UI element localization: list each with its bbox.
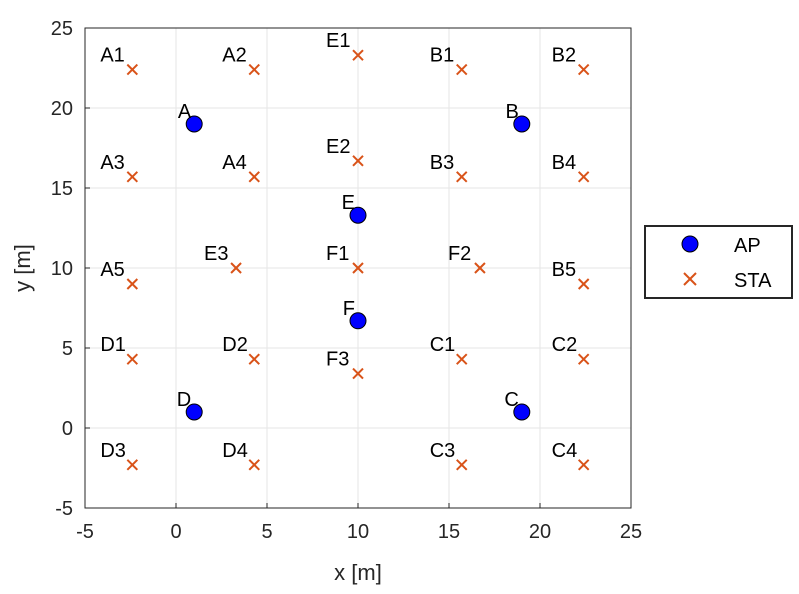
- y-tick-label: 10: [51, 258, 73, 280]
- sta-point-label: E1: [326, 30, 350, 52]
- legend-ap-marker: [681, 235, 699, 253]
- sta-point: [352, 262, 364, 274]
- sta-point: [577, 171, 590, 183]
- x-axis-label: x [m]: [334, 560, 382, 585]
- sta-point-label: F1: [326, 243, 349, 265]
- legend-box: [644, 225, 793, 299]
- sta-point: [474, 262, 486, 274]
- sta-point: [126, 278, 139, 290]
- sta-point: [456, 459, 468, 471]
- sta-point-label: D1: [100, 334, 126, 356]
- ap-point: [349, 206, 367, 224]
- sta-point: [577, 459, 590, 471]
- sta-point-label: C3: [430, 440, 456, 462]
- ap-point-label: B: [505, 101, 518, 123]
- sta-point: [126, 353, 139, 365]
- ap-point-label: D: [177, 389, 191, 411]
- ap-point: [349, 312, 367, 330]
- x-tick-label: 25: [620, 521, 642, 543]
- data-marks: A B E F D C A1 A2 E1 B1 B2 A3 A4 E2 B3 B4 A5 E3 F1 F2 B5 D1 D2…: [100, 30, 590, 471]
- sta-point-label: A3: [100, 152, 124, 174]
- sta-point-label: A5: [100, 259, 124, 281]
- ap-point-label: C: [504, 389, 518, 411]
- sta-point-label: C1: [430, 334, 456, 356]
- ap-point: [513, 115, 531, 133]
- legend-ap-label: AP: [734, 235, 761, 257]
- x-tick-label: -5: [76, 521, 94, 543]
- y-tick-label: 15: [51, 178, 73, 200]
- sta-point: [248, 353, 260, 365]
- sta-point-label: A1: [100, 45, 124, 67]
- ap-point-label: F: [343, 298, 355, 320]
- sta-point-label: F3: [326, 349, 349, 371]
- sta-point-label: B5: [552, 259, 576, 281]
- y-axis-ticks: -5 0 5 10 15 20 25: [51, 18, 90, 520]
- sta-point: [456, 353, 468, 365]
- sta-point: [230, 262, 242, 274]
- sta-point-label: C4: [552, 440, 578, 462]
- sta-point: [126, 63, 139, 76]
- sta-point: [352, 155, 364, 167]
- sta-point: [456, 171, 468, 183]
- sta-point-label: D2: [222, 334, 248, 356]
- sta-point: [248, 171, 260, 183]
- sta-point-label: E3: [204, 243, 228, 265]
- sta-point: [577, 278, 590, 290]
- y-tick-label: 5: [62, 338, 73, 360]
- y-tick-label: 0: [62, 418, 73, 440]
- sta-point: [352, 49, 364, 61]
- sta-point-label: A2: [222, 45, 246, 67]
- x-tick-label: 10: [347, 521, 369, 543]
- sta-point: [248, 459, 260, 471]
- ap-point-label: E: [342, 192, 355, 214]
- sta-point-label: C2: [552, 334, 578, 356]
- sta-point: [248, 63, 260, 76]
- sta-point-label: B3: [430, 152, 454, 174]
- ap-point: [185, 403, 203, 421]
- y-tick-label: -5: [55, 498, 73, 520]
- sta-point-label: D3: [100, 440, 126, 462]
- sta-point-label: B4: [552, 152, 576, 174]
- ap-point: [513, 403, 531, 421]
- sta-point: [126, 171, 139, 183]
- legend-sta-marker: [683, 272, 697, 286]
- legend-sta-label: STA: [734, 270, 772, 292]
- sta-point-label: D4: [222, 440, 248, 462]
- sta-point: [126, 459, 139, 471]
- y-tick-label: 25: [51, 18, 73, 40]
- ap-point: [185, 115, 203, 133]
- sta-point-label: B2: [552, 45, 576, 67]
- x-tick-label: 15: [438, 521, 460, 543]
- y-axis-label: y [m]: [10, 244, 35, 292]
- sta-point: [577, 353, 590, 365]
- sta-point: [456, 63, 468, 76]
- sta-point-label: B1: [430, 45, 454, 67]
- sta-point: [352, 367, 364, 380]
- y-tick-label: 20: [51, 98, 73, 120]
- x-axis-ticks: -5 0 5 10 15 20 25: [76, 503, 642, 543]
- sta-point-label: A4: [222, 152, 246, 174]
- ap-point-label: A: [178, 101, 192, 123]
- x-tick-label: 20: [529, 521, 551, 543]
- x-tick-label: 5: [261, 521, 272, 543]
- legend: AP STA: [644, 225, 793, 299]
- x-tick-label: 0: [170, 521, 181, 543]
- sta-point: [577, 63, 590, 76]
- sta-point-label: E2: [326, 136, 350, 158]
- sta-point-label: F2: [448, 243, 471, 265]
